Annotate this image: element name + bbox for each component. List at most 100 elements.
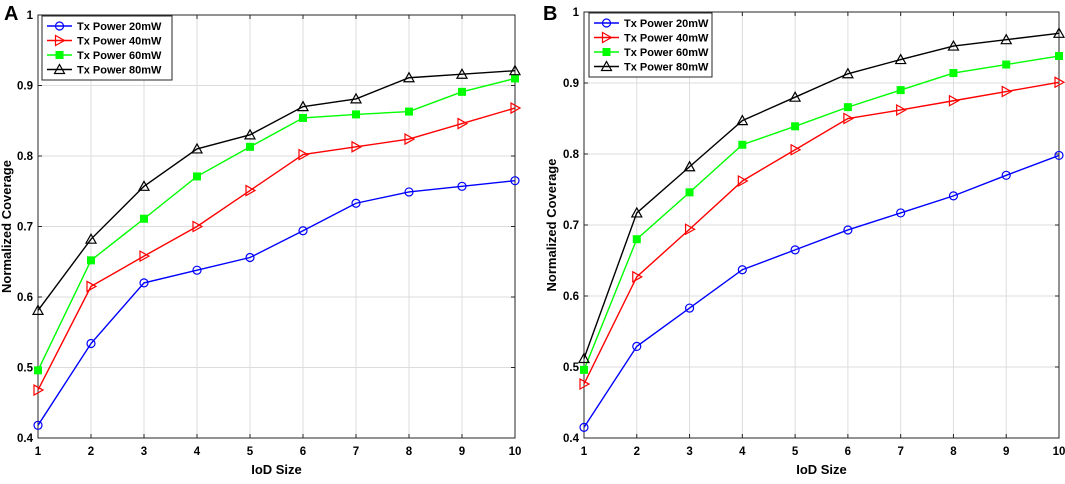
- y-tick-label: 1: [27, 10, 34, 22]
- data-point: [894, 53, 907, 65]
- data-point: [33, 384, 45, 397]
- data-point: [738, 140, 747, 149]
- data-point: [34, 366, 42, 375]
- data-point: [86, 338, 96, 349]
- x-tick-label: 1: [35, 446, 42, 458]
- data-point: [1054, 150, 1064, 161]
- data-point: [137, 180, 151, 191]
- data-point: [948, 94, 960, 107]
- data-point: [577, 352, 591, 364]
- data-point: [508, 64, 522, 76]
- data-point: [896, 208, 906, 218]
- y-axis-label: Normalized Coverage: [544, 159, 559, 292]
- data-point: [139, 278, 149, 288]
- legend-label: Tx Power 80mW: [624, 62, 709, 74]
- legend-label: Tx Power 80mW: [77, 65, 162, 77]
- data-point: [684, 303, 695, 313]
- y-tick-label: 0.8: [17, 151, 34, 163]
- y-tick-label: 1: [573, 7, 580, 19]
- series-line: [37, 179, 516, 426]
- x-tick-label: 9: [1003, 446, 1009, 458]
- data-point: [33, 420, 43, 430]
- data-point: [402, 71, 416, 83]
- data-point: [351, 198, 361, 208]
- data-point: [630, 206, 643, 218]
- legend-marker: [54, 21, 65, 31]
- data-point: [298, 148, 310, 161]
- series-line: [37, 77, 516, 371]
- data-point: [579, 422, 589, 432]
- series-tx-power-80mw: [31, 64, 522, 315]
- data-point: [843, 103, 852, 112]
- x-tick-label: 5: [792, 446, 799, 458]
- data-point: [791, 122, 800, 131]
- data-point: [405, 107, 413, 116]
- data-point: [31, 304, 45, 315]
- data-point: [789, 90, 802, 102]
- data-point: [683, 160, 696, 172]
- x-tick-label: 8: [950, 446, 957, 458]
- legend-label: Tx Power 60mW: [77, 50, 162, 62]
- x-axis-label: IoD Size: [251, 462, 302, 477]
- y-tick-label: 0.4: [563, 433, 580, 445]
- y-tick-label: 0.6: [17, 292, 33, 304]
- legend: Tx Power 20mW Tx Power 40mW Tx Power 60mW T…: [41, 15, 173, 81]
- x-tick-label: 9: [459, 446, 465, 458]
- x-tick-label: 10: [509, 446, 522, 458]
- data-point: [352, 110, 360, 119]
- data-point: [510, 176, 520, 186]
- data-point: [1001, 170, 1011, 180]
- data-point: [632, 270, 644, 283]
- data-point: [457, 117, 469, 130]
- series-tx-power-20mw: [579, 150, 1064, 432]
- series-line: [583, 55, 1060, 371]
- series-line: [583, 154, 1060, 428]
- data-point: [299, 113, 307, 122]
- data-point: [298, 226, 308, 236]
- data-point: [684, 223, 696, 236]
- legend-marker: [602, 48, 611, 56]
- data-point: [790, 143, 802, 156]
- data-point: [243, 128, 257, 140]
- data-point: [947, 39, 960, 51]
- x-tick-label: 5: [247, 446, 254, 458]
- legend-label: Tx Power 20mW: [624, 18, 709, 30]
- legend-label: Tx Power 40mW: [624, 33, 709, 45]
- data-point: [1001, 85, 1013, 98]
- chart-panel-b: B 1 2 3 4 5 6 7 8 9 10 0.4 0.5 0.6 0.7 0.8 0.9 1 IoD Size N…: [543, 3, 1065, 477]
- data-point: [580, 365, 588, 374]
- y-tick-label: 0.7: [17, 222, 33, 234]
- series-line: [37, 69, 516, 311]
- tick-marks: [37, 14, 516, 439]
- data-point: [87, 256, 95, 265]
- data-point: [896, 86, 905, 95]
- y-tick-label: 0.4: [17, 433, 34, 445]
- data-point: [737, 174, 749, 187]
- y-tick-label: 0.7: [563, 220, 579, 232]
- x-tick-label: 6: [300, 446, 306, 458]
- legend: Tx Power 20mW Tx Power 40mW Tx Power 60mW T…: [588, 12, 713, 78]
- data-point: [140, 214, 148, 223]
- data-point: [86, 280, 98, 293]
- legend-marker: [600, 60, 613, 72]
- y-tick-label: 0.6: [563, 291, 579, 303]
- legend-marker: [53, 63, 66, 75]
- x-tick-label: 7: [897, 446, 903, 458]
- y-axis-label: Normalized Coverage: [0, 160, 14, 293]
- data-point: [296, 100, 310, 112]
- data-point: [192, 220, 204, 233]
- data-point: [510, 102, 522, 115]
- x-tick-label: 4: [739, 446, 746, 458]
- legend-label: Tx Power 40mW: [77, 36, 162, 48]
- series-line: [583, 32, 1060, 359]
- data-point: [685, 188, 694, 197]
- data-point: [896, 103, 907, 116]
- data-point: [404, 133, 416, 146]
- y-tick-label: 0.9: [563, 78, 579, 90]
- legend-label: Tx Power 60mW: [624, 47, 709, 59]
- data-point: [632, 235, 641, 244]
- data-point: [1000, 33, 1013, 45]
- x-tick-label: 2: [88, 446, 94, 458]
- data-point: [246, 142, 254, 151]
